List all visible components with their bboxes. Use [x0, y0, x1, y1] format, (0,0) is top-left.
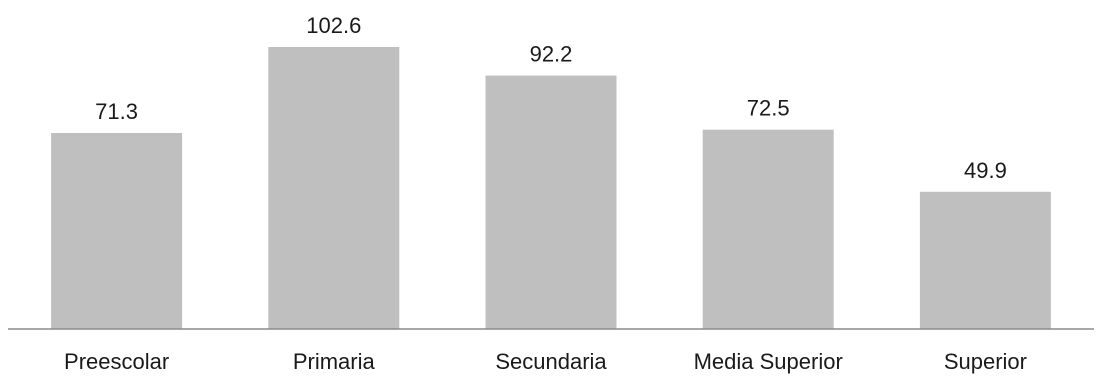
x-tick-label-primaria: Primaria	[293, 349, 376, 374]
bar-superior	[919, 191, 1051, 329]
data-label-primaria: 102.6	[306, 13, 361, 38]
data-label-media-superior: 72.5	[747, 96, 790, 121]
data-label-preescolar: 71.3	[95, 99, 138, 124]
x-tick-label-superior: Superior	[944, 349, 1027, 374]
bars-layer	[51, 47, 1051, 329]
value-labels-layer: 71.3 102.6 92.2 72.5 49.9	[95, 13, 1007, 183]
data-label-superior: 49.9	[964, 158, 1007, 183]
x-tick-label-secundaria: Secundaria	[495, 349, 607, 374]
category-labels-layer: Preescolar Primaria Secundaria Media Superi…	[64, 349, 1027, 374]
bar-primaria	[268, 47, 400, 329]
bar-media-superior	[702, 129, 834, 329]
bar-secundaria	[485, 75, 617, 329]
x-tick-label-preescolar: Preescolar	[64, 349, 169, 374]
bar-preescolar	[51, 133, 183, 329]
data-label-secundaria: 92.2	[530, 42, 573, 67]
x-tick-label-media-superior: Media Superior	[694, 349, 843, 374]
